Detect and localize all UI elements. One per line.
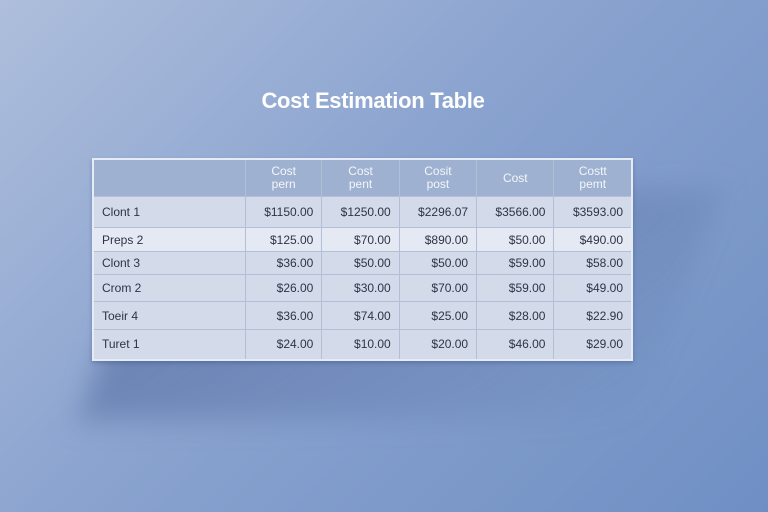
column-header: Cost pent bbox=[321, 158, 400, 197]
cost-cell: $490.00 bbox=[553, 227, 633, 252]
table-row: Turet 1 $24.00 $10.00 $20.00 $46.00 $29.00 bbox=[92, 329, 633, 360]
cost-cell: $50.00 bbox=[398, 251, 478, 275]
table-row: Clont 1 $1150.00 $1250.00 $2296.07 $3566.00 $… bbox=[92, 196, 633, 228]
cost-cell: $125.00 bbox=[244, 227, 323, 252]
cost-cell: $70.00 bbox=[398, 274, 478, 302]
cost-cell: $58.00 bbox=[553, 251, 633, 275]
column-header: Cost bbox=[476, 158, 555, 197]
cost-cell: $890.00 bbox=[398, 227, 478, 252]
cost-cell: $1250.00 bbox=[321, 196, 400, 228]
cost-cell: $59.00 bbox=[476, 251, 555, 275]
column-header: Cosit post bbox=[398, 158, 478, 197]
cost-cell: $36.00 bbox=[244, 251, 323, 275]
row-label: Clont 1 bbox=[92, 196, 246, 228]
page-title: Cost Estimation Table bbox=[261, 88, 485, 113]
cost-cell: $22.90 bbox=[553, 301, 633, 330]
cost-cell: $29.00 bbox=[553, 329, 633, 360]
table-row: Clont 3 $36.00 $50.00 $50.00 $59.00 $58.00 bbox=[92, 251, 633, 275]
cost-cell: $3566.00 bbox=[476, 196, 555, 228]
row-label: Preps 2 bbox=[92, 227, 246, 252]
cost-cell: $10.00 bbox=[321, 329, 400, 360]
table-row: Toeir 4 $36.00 $74.00 $25.00 $28.00 $22.90 bbox=[92, 301, 633, 330]
cost-cell: $36.00 bbox=[244, 301, 323, 330]
header-row: Cost pern Cost pent Cosit post Cost Costt pe… bbox=[92, 158, 633, 197]
column-header: Cost pern bbox=[244, 158, 323, 197]
row-label: Toeir 4 bbox=[92, 301, 246, 330]
cost-cell: $1150.00 bbox=[244, 196, 323, 228]
cost-cell: $50.00 bbox=[321, 251, 400, 275]
cost-cell: $26.00 bbox=[244, 274, 323, 302]
row-label: Crom 2 bbox=[92, 274, 246, 302]
column-header bbox=[92, 158, 246, 197]
table-row: Crom 2 $26.00 $30.00 $70.00 $59.00 $49.00 bbox=[92, 274, 633, 302]
cost-cell: $50.00 bbox=[476, 227, 555, 252]
cost-cell: $24.00 bbox=[244, 329, 323, 360]
cost-cell: $30.00 bbox=[321, 274, 400, 302]
cost-cell: $46.00 bbox=[476, 329, 555, 360]
cost-cell: $59.00 bbox=[476, 274, 555, 302]
cost-cell: $2296.07 bbox=[398, 196, 478, 228]
row-label: Clont 3 bbox=[92, 251, 246, 275]
column-header: Costt pemt bbox=[553, 158, 633, 197]
table-row: Preps 2 $125.00 $70.00 $890.00 $50.00 $490.00 bbox=[92, 227, 633, 252]
cost-cell: $25.00 bbox=[398, 301, 478, 330]
row-label: Turet 1 bbox=[92, 329, 246, 360]
cost-cell: $3593.00 bbox=[553, 196, 633, 228]
cost-cell: $20.00 bbox=[398, 329, 478, 360]
cost-cell: $74.00 bbox=[321, 301, 400, 330]
cost-table: Cost pern Cost pent Cosit post Cost Costt pe… bbox=[92, 158, 633, 361]
cost-cell: $70.00 bbox=[321, 227, 400, 252]
cost-cell: $49.00 bbox=[553, 274, 633, 302]
cost-cell: $28.00 bbox=[476, 301, 555, 330]
